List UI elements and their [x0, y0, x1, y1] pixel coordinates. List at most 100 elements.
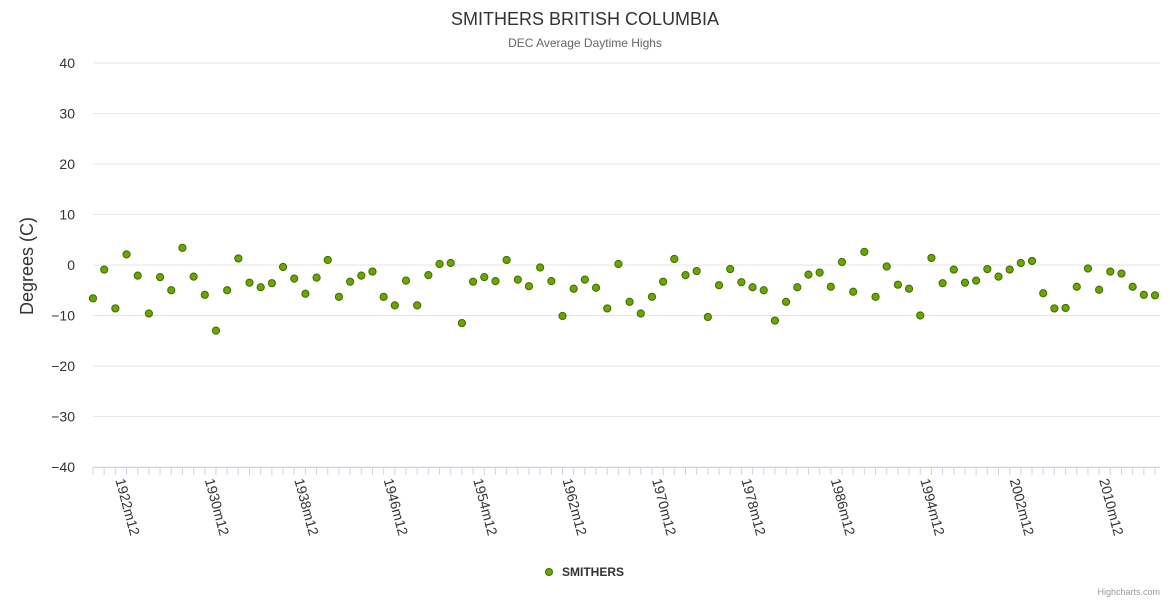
data-point[interactable]	[960, 278, 970, 287]
data-point[interactable]	[1095, 285, 1104, 294]
data-point[interactable]	[647, 292, 657, 301]
data-point[interactable]	[88, 294, 98, 303]
data-point[interactable]	[703, 312, 712, 322]
data-point[interactable]	[390, 301, 399, 310]
data-point[interactable]	[133, 271, 142, 280]
credit-link[interactable]: Highcharts.com	[1097, 587, 1160, 597]
data-point[interactable]	[379, 292, 388, 301]
data-point[interactable]	[368, 267, 377, 276]
data-point[interactable]	[1061, 303, 1070, 313]
data-point[interactable]	[793, 283, 802, 292]
data-point[interactable]	[893, 280, 902, 289]
data-point[interactable]	[435, 259, 444, 269]
data-point[interactable]	[301, 289, 310, 298]
data-point[interactable]	[1027, 256, 1037, 266]
data-point[interactable]	[882, 262, 891, 271]
data-point[interactable]	[938, 279, 947, 288]
y-tick-label: 40	[59, 55, 75, 71]
data-point[interactable]	[547, 277, 556, 286]
data-point[interactable]	[1117, 269, 1126, 278]
data-point[interactable]	[155, 273, 165, 282]
data-point[interactable]	[424, 271, 433, 280]
data-point[interactable]	[1128, 282, 1137, 291]
data-point[interactable]	[558, 311, 567, 321]
data-point[interactable]	[457, 318, 467, 328]
data-point[interactable]	[1050, 304, 1059, 313]
data-point[interactable]	[346, 277, 355, 286]
data-point[interactable]	[100, 265, 109, 274]
data-point[interactable]	[569, 284, 578, 293]
data-point[interactable]	[256, 283, 265, 292]
data-point[interactable]	[536, 263, 545, 272]
data-point[interactable]	[871, 292, 880, 301]
data-point[interactable]	[401, 276, 411, 285]
data-point[interactable]	[491, 277, 500, 286]
data-point[interactable]	[1106, 267, 1115, 276]
data-point[interactable]	[122, 250, 131, 259]
data-point[interactable]	[636, 309, 645, 318]
data-point[interactable]	[278, 262, 288, 272]
data-point[interactable]	[625, 297, 634, 306]
data-point[interactable]	[524, 282, 534, 291]
data-point[interactable]	[670, 254, 679, 264]
data-point[interactable]	[144, 309, 153, 318]
data-point[interactable]	[603, 304, 612, 313]
data-point[interactable]	[659, 277, 668, 286]
data-point[interactable]	[357, 271, 366, 280]
data-point[interactable]	[468, 277, 478, 286]
data-point[interactable]	[413, 301, 422, 310]
data-point[interactable]	[1005, 265, 1014, 274]
data-point[interactable]	[1150, 291, 1160, 300]
data-point[interactable]	[591, 283, 601, 292]
legend[interactable]: SMITHERS	[545, 565, 625, 579]
data-point[interactable]	[223, 286, 232, 295]
data-point[interactable]	[334, 292, 344, 301]
data-point[interactable]	[770, 316, 780, 325]
data-point[interactable]	[1072, 282, 1081, 291]
data-point[interactable]	[927, 253, 936, 263]
data-point[interactable]	[994, 272, 1003, 281]
data-point[interactable]	[580, 275, 589, 284]
data-point[interactable]	[290, 274, 299, 283]
data-point[interactable]	[759, 286, 768, 295]
data-point[interactable]	[234, 254, 243, 263]
data-point[interactable]	[849, 287, 858, 296]
data-point[interactable]	[1083, 264, 1093, 273]
legend-label[interactable]: SMITHERS	[562, 565, 624, 579]
data-point[interactable]	[748, 283, 757, 292]
data-point[interactable]	[837, 257, 847, 267]
data-point[interactable]	[1039, 289, 1048, 298]
data-point[interactable]	[815, 268, 824, 277]
data-point[interactable]	[502, 255, 511, 265]
data-point[interactable]	[189, 272, 198, 281]
data-point[interactable]	[1139, 290, 1148, 299]
data-point[interactable]	[178, 243, 187, 252]
data-point[interactable]	[323, 255, 332, 265]
data-point[interactable]	[614, 259, 623, 269]
data-point[interactable]	[312, 273, 321, 282]
data-point[interactable]	[714, 281, 724, 290]
data-point[interactable]	[949, 265, 958, 274]
data-point[interactable]	[737, 278, 746, 287]
data-point[interactable]	[681, 271, 690, 280]
data-point[interactable]	[111, 304, 120, 313]
data-point[interactable]	[200, 290, 209, 299]
data-point[interactable]	[446, 258, 455, 268]
data-point[interactable]	[692, 266, 701, 276]
data-point[interactable]	[267, 279, 276, 288]
data-point[interactable]	[826, 282, 835, 291]
data-point[interactable]	[167, 286, 176, 295]
data-point[interactable]	[1016, 258, 1025, 268]
data-point[interactable]	[972, 276, 981, 285]
data-point[interactable]	[726, 264, 735, 274]
data-point[interactable]	[211, 326, 221, 335]
data-point[interactable]	[781, 297, 791, 306]
data-point[interactable]	[983, 264, 992, 274]
data-point[interactable]	[804, 270, 813, 279]
data-point[interactable]	[245, 278, 254, 287]
data-point[interactable]	[480, 273, 489, 282]
data-point[interactable]	[860, 247, 869, 256]
data-point[interactable]	[916, 311, 925, 320]
data-point[interactable]	[513, 275, 522, 284]
data-point[interactable]	[904, 284, 914, 293]
